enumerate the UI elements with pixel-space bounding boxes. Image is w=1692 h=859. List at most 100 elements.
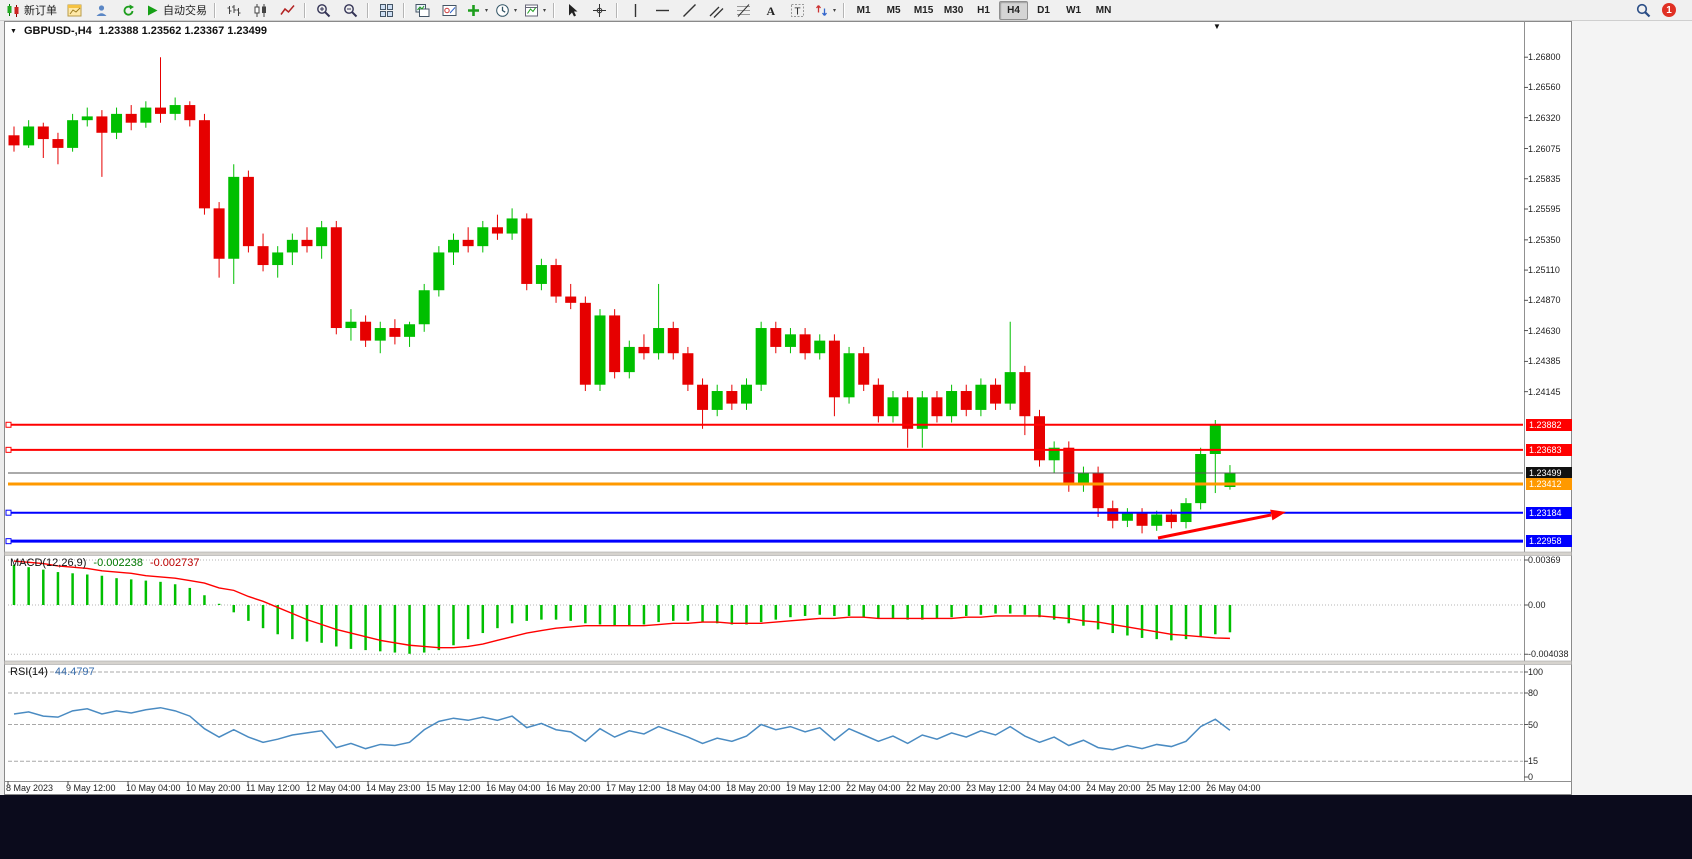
price-axis-label: 1.24870: [1528, 295, 1561, 306]
candlestick-type-button[interactable]: [247, 0, 273, 20]
zoomin-icon: [316, 3, 331, 18]
play-icon: [145, 3, 160, 18]
chart-plot-area[interactable]: [4, 21, 1572, 795]
bars-icon: [226, 3, 241, 18]
rsi-label: RSI(14) 44.4797: [10, 666, 95, 678]
price-tag-1.23184: 1.23184: [1526, 506, 1572, 519]
rsi-value: 44.4797: [54, 666, 95, 678]
profile-icon: [94, 3, 109, 18]
svg-text:A: A: [766, 4, 775, 18]
time-axis-label: 19 May 12:00: [786, 783, 841, 793]
add-indicator-button[interactable]: ▾: [463, 0, 491, 20]
text-button[interactable]: A: [757, 0, 783, 20]
price-axis-label: 1.24630: [1528, 325, 1561, 336]
linechart-icon: [279, 3, 295, 18]
notification-badge[interactable]: 1: [1662, 3, 1676, 17]
labelT-icon: T: [790, 3, 805, 18]
timeframe-button-h4[interactable]: H4: [999, 0, 1029, 20]
timeframe-button-m1[interactable]: M1: [856, 4, 871, 16]
crosshair-button[interactable]: [586, 0, 612, 20]
auto-trading-button[interactable]: 自动交易: [142, 0, 210, 20]
time-axis-label: 10 May 04:00: [126, 783, 181, 793]
label-button[interactable]: T: [784, 0, 810, 20]
chart-window-button[interactable]: [61, 0, 87, 20]
macd-label: MACD(12,26,9) -0.002238 -0.002737: [10, 557, 200, 569]
plus-icon: [466, 3, 481, 18]
search-button[interactable]: [1630, 0, 1656, 20]
channel-icon: [709, 3, 724, 18]
price-axis-label: 1.25110: [1528, 265, 1560, 276]
bar-chart-type-button[interactable]: [220, 0, 246, 20]
price-tag-1.23683: 1.23683: [1526, 443, 1572, 456]
dropdown-caret-icon: ▾: [833, 7, 837, 14]
price-axis-label: 1.25350: [1528, 234, 1561, 245]
fibonacci-button[interactable]: [730, 0, 756, 20]
price-axis-label: 1.24385: [1528, 356, 1561, 367]
zoom-in-button[interactable]: [310, 0, 336, 20]
price-axis-label: 1.25595: [1528, 203, 1561, 214]
rsi-name: RSI(14): [10, 666, 48, 678]
arrows-icon: [814, 3, 829, 18]
chart-symbol-period: GBPUSD-,H4: [23, 25, 92, 37]
price-axis-label: 1.25835: [1528, 173, 1561, 184]
macd-axis-label: -0.004038: [1528, 649, 1569, 660]
cursor-button[interactable]: [559, 0, 585, 20]
indicator-list-button[interactable]: [409, 0, 435, 20]
channel-button[interactable]: [703, 0, 729, 20]
timeframe-button-mn[interactable]: MN: [1095, 4, 1112, 16]
price-axis-label: 1.24145: [1528, 386, 1561, 397]
price-axis-label: 1.26320: [1528, 112, 1561, 123]
vertical-line-button[interactable]: [622, 0, 648, 20]
neworder-icon: [6, 3, 21, 18]
fibo-icon: [736, 3, 751, 18]
price-axis-label: 1.26075: [1528, 143, 1561, 154]
time-axis-label: 22 May 04:00: [846, 783, 901, 793]
macd-value-signal: -0.002737: [149, 557, 200, 569]
timeframe-button-w1[interactable]: W1: [1066, 4, 1082, 16]
chart-title: ▼ GBPUSD-,H4 1.23388 1.23562 1.23367 1.2…: [10, 25, 267, 37]
chart-shift-marker[interactable]: ▼: [1213, 22, 1221, 31]
new-order-button[interactable]: 新订单: [3, 0, 60, 20]
time-axis-label: 11 May 12:00: [246, 783, 300, 793]
time-axis-label: 14 May 23:00: [366, 783, 421, 793]
template-menu-button[interactable]: ▾: [521, 0, 549, 20]
time-axis-label: 24 May 20:00: [1086, 783, 1141, 793]
time-axis-label: 17 May 12:00: [606, 783, 661, 793]
toolbar-separator: [843, 2, 846, 18]
auto-trading-button-label: 自动交易: [163, 5, 207, 17]
candles-icon: [253, 3, 268, 18]
refresh-button[interactable]: [115, 0, 141, 20]
profile-button[interactable]: [88, 0, 114, 20]
trend-icon: [682, 3, 697, 18]
timeframe-button-m30[interactable]: M30: [943, 4, 964, 16]
vline-icon: [628, 3, 643, 18]
horizontal-line-button[interactable]: [649, 0, 675, 20]
zoomout-icon: [343, 3, 358, 18]
object-list-button[interactable]: [436, 0, 462, 20]
time-axis-label: 25 May 12:00: [1146, 783, 1201, 793]
zoom-out-button[interactable]: [337, 0, 363, 20]
cursor-icon: [565, 3, 580, 18]
timeframe-button-d1[interactable]: D1: [1037, 4, 1050, 16]
line-chart-type-button[interactable]: [274, 0, 300, 20]
timeframe-button-m5[interactable]: M5: [886, 4, 901, 16]
tile-windows-button[interactable]: [373, 0, 399, 20]
crosshair-icon: [592, 3, 607, 18]
dropdown-caret-icon: ▾: [514, 7, 518, 14]
symbol-dropdown-icon[interactable]: ▼: [10, 27, 17, 35]
trendline-button[interactable]: [676, 0, 702, 20]
tile-icon: [379, 3, 394, 18]
price-tag-1.23882: 1.23882: [1526, 418, 1572, 431]
indlist-icon: [415, 3, 430, 18]
timeframe-button-m15[interactable]: M15: [913, 4, 934, 16]
macd-axis-label: 0.00: [1528, 600, 1546, 610]
arrows-button[interactable]: ▾: [811, 0, 839, 20]
toolbar: 新订单 自动交易 ▾ ▾ ▾ A T ▾ M1 M5 M15 M30 H1 H4 D1 W1 MN 1: [0, 0, 1692, 21]
time-axis-label: 23 May 12:00: [966, 783, 1021, 793]
period-menu-button[interactable]: ▾: [492, 0, 520, 20]
toolbar-separator: [304, 2, 306, 18]
clock-icon: [495, 3, 510, 18]
textA-icon: A: [763, 3, 778, 18]
timeframe-button-h1[interactable]: H1: [977, 4, 990, 16]
